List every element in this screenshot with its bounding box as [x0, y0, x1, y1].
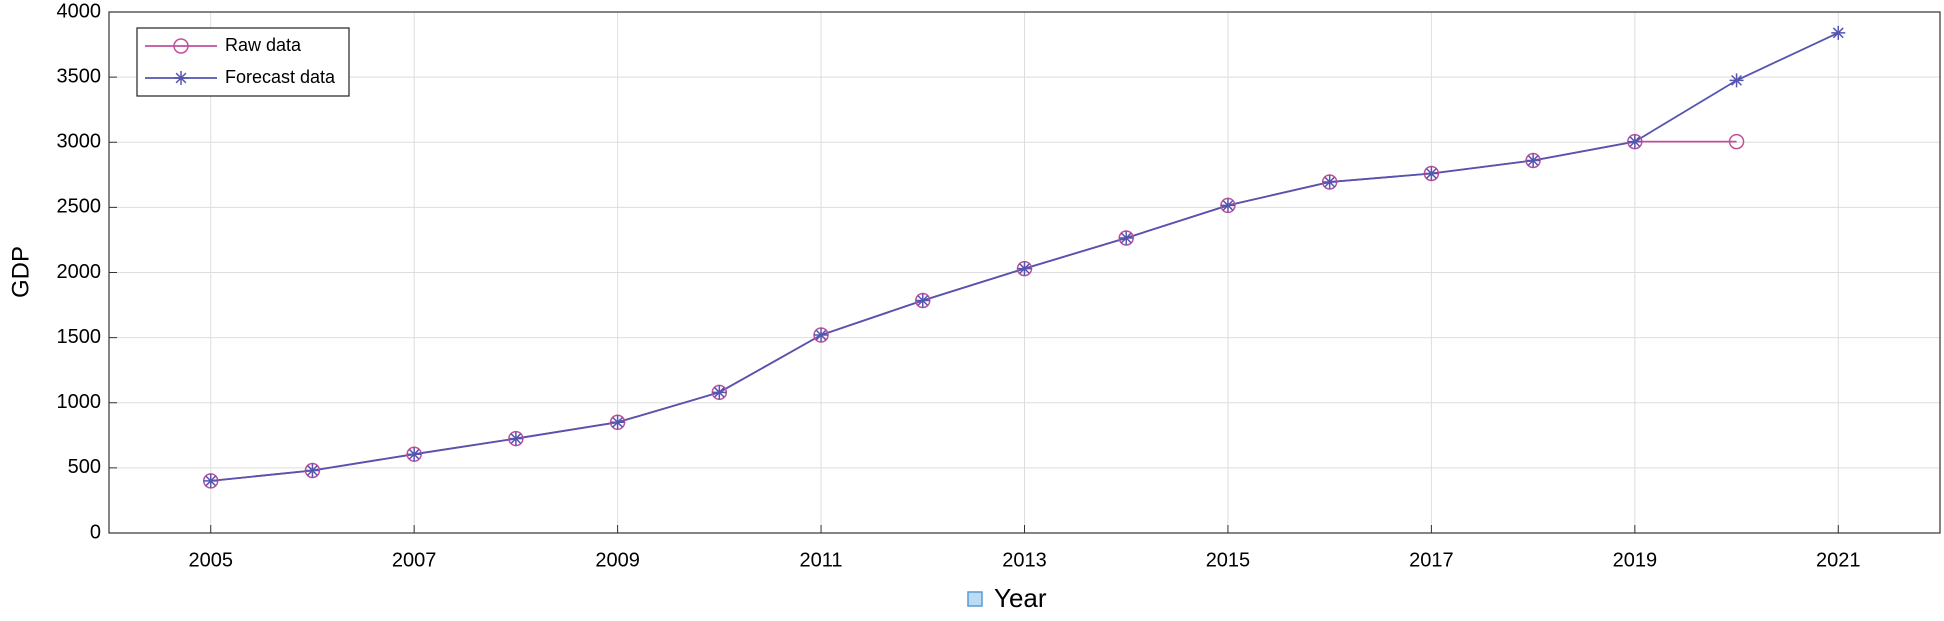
y-tick-label: 1000 [57, 391, 102, 413]
y-tick-label: 2500 [57, 196, 102, 218]
legend-marker [173, 38, 189, 54]
y-tick-label: 3500 [57, 65, 102, 87]
marker [1424, 166, 1439, 181]
xlabel-icon [967, 591, 983, 607]
x-tick-label: 2009 [595, 549, 640, 571]
x-tick-label: 2019 [1613, 549, 1658, 571]
y-tick-label: 500 [68, 456, 101, 478]
x-tick-label: 2013 [1002, 549, 1047, 571]
marker [305, 463, 320, 478]
marker [915, 293, 930, 308]
legend-box [136, 27, 350, 97]
x-tick-label: 2007 [392, 549, 437, 571]
y-tick-label: 0 [90, 521, 101, 543]
x-tick-label: 2017 [1409, 549, 1454, 571]
marker [1728, 133, 1745, 150]
y-tick-label: 4000 [57, 0, 102, 22]
series-line [210, 140, 1737, 482]
marker [610, 415, 625, 430]
marker [407, 447, 422, 462]
y-tick-label: 1500 [57, 326, 102, 348]
legend-label: Forecast data [225, 67, 336, 87]
marker [1322, 174, 1337, 189]
marker [1627, 134, 1642, 149]
y-tick-label: 2000 [57, 261, 102, 283]
marker [508, 431, 523, 446]
marker [203, 473, 218, 488]
marker [1119, 230, 1134, 245]
marker [814, 328, 829, 343]
y-axis-label: GDP [7, 246, 34, 298]
legend-marker [174, 71, 188, 85]
x-tick-label: 2021 [1816, 549, 1861, 571]
marker [1831, 25, 1846, 40]
x-tick-label: 2005 [188, 549, 233, 571]
marker [1526, 153, 1541, 168]
marker [1017, 261, 1032, 276]
marker [1220, 198, 1235, 213]
legend-label: Raw data [225, 35, 302, 55]
x-tick-label: 2011 [800, 549, 843, 571]
marker [712, 385, 727, 400]
x-axis-label: Year [994, 583, 1047, 613]
marker [1729, 73, 1744, 88]
y-tick-label: 3000 [57, 131, 102, 153]
legend: Raw data Forecast data [136, 27, 350, 97]
plot-frame [108, 11, 1941, 534]
x-tick-label: 2015 [1206, 549, 1251, 571]
